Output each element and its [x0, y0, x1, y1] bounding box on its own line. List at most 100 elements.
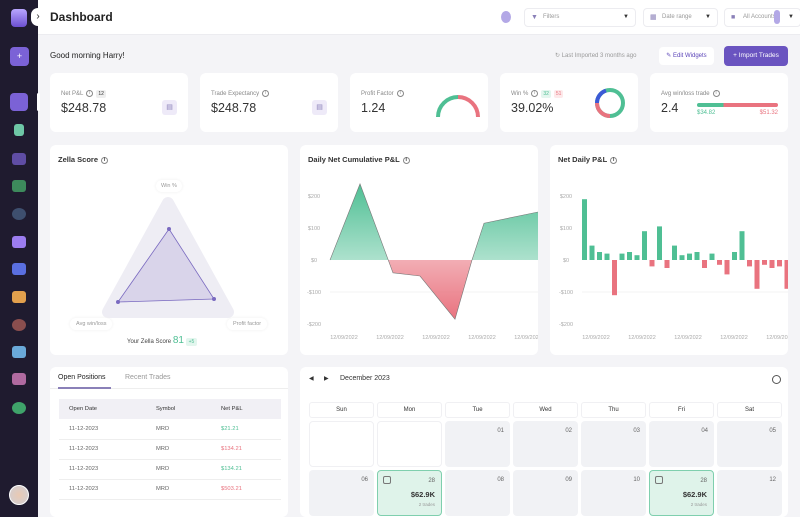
- calendar-day[interactable]: 06: [309, 470, 374, 516]
- x-tick-label: 12/09/2022: [674, 335, 702, 341]
- sidebar-item-journal[interactable]: [12, 153, 26, 165]
- last-imported: ↻ Last Imported 3 months ago: [555, 53, 637, 59]
- sidebar-item-dashboard[interactable]: [10, 93, 40, 111]
- x-tick-label: 12/09/2022: [766, 335, 788, 341]
- calendar-day[interactable]: 05: [717, 421, 782, 467]
- bar: [634, 255, 640, 260]
- sidebar-item-community[interactable]: [12, 346, 26, 358]
- chevron-down-icon: ▼: [705, 14, 711, 20]
- x-tick-label: 12/09/2022: [628, 335, 656, 341]
- info-icon[interactable]: [772, 375, 781, 384]
- bar: [754, 260, 760, 289]
- x-tick-label: 12/09/2022: [468, 335, 496, 341]
- greeting: Good morning Harry!: [50, 51, 125, 60]
- kpi-win-pct: Win % i 32 51 39.02%: [500, 73, 638, 132]
- positions-card: Open Positions Recent Trades Open Date Sy…: [50, 367, 288, 517]
- weekday-header: Tue: [445, 402, 510, 418]
- calendar-icon: [655, 476, 663, 484]
- table-row[interactable]: 11-12-2023 MRD $21.21: [59, 419, 281, 440]
- filters-dropdown[interactable]: ▼ Filters ▼: [524, 8, 636, 27]
- bar: [679, 255, 685, 260]
- bar: [627, 252, 632, 260]
- calendar-day[interactable]: 09: [513, 470, 578, 516]
- bar: [724, 260, 730, 275]
- calendar-day[interactable]: 04: [649, 421, 714, 467]
- open-date: 11-12-2023: [59, 459, 146, 480]
- open-date: 11-12-2023: [59, 419, 146, 440]
- bar: [672, 245, 677, 260]
- y-tick-label: $100: [308, 226, 320, 232]
- sidebar-item-notebook[interactable]: [12, 208, 26, 220]
- net-daily-pnl-chart: $200 $100 $0 -$100 -$200 12/09/2022 12/09/2022…: [559, 194, 788, 341]
- calendar-day[interactable]: 03: [581, 421, 646, 467]
- x-tick-label: 12/09/2022: [422, 335, 450, 341]
- prev-month-button[interactable]: ◀: [309, 376, 314, 382]
- kpi-trade-expectancy: Trade Expectancy i $248.78 ▤: [200, 73, 338, 132]
- axis-label-avg-win-loss: Avg win/loss: [70, 318, 112, 330]
- add-button[interactable]: +: [10, 47, 29, 66]
- sidebar-toggle-chevron-icon[interactable]: ›: [31, 8, 45, 26]
- notifications-icon[interactable]: [774, 10, 780, 24]
- net-daily-pnl-card: Net Daily P&L i $200 $100 $0 -$100 -$200 12/09…: [550, 145, 788, 355]
- calendar-day[interactable]: [377, 421, 442, 467]
- chevron-down-icon: ▼: [788, 14, 794, 20]
- bar: [582, 199, 587, 260]
- y-tick-label: $100: [560, 226, 572, 232]
- day-pnl: $62.9K: [410, 490, 435, 499]
- calendar-day[interactable]: 12: [717, 470, 782, 516]
- sidebar-item-replay[interactable]: [12, 291, 26, 303]
- net-pnl: $134.21: [210, 439, 281, 460]
- table-row[interactable]: 11-12-2023 MRD $134.21: [59, 459, 281, 480]
- bar: [717, 260, 722, 265]
- avatar[interactable]: [9, 485, 29, 505]
- table-row[interactable]: 11-12-2023 MRD $134.21: [59, 439, 281, 460]
- sidebar-item-reports[interactable]: [14, 124, 24, 136]
- sidebar-item-resources[interactable]: [12, 263, 26, 275]
- bar: [657, 226, 662, 260]
- y-tick-label: -$200: [307, 322, 321, 328]
- sidebar-item-analytics[interactable]: [12, 180, 26, 192]
- y-tick-label: $200: [560, 194, 572, 200]
- bar: [604, 253, 610, 260]
- calendar-day[interactable]: 28 $62.9K 2 trades: [649, 470, 714, 516]
- calendar-day[interactable]: 28 $62.9K 2 trades: [377, 470, 442, 516]
- y-tick-label: -$100: [559, 290, 573, 296]
- calendar-day[interactable]: 10: [581, 470, 646, 516]
- tab-recent-trades[interactable]: Recent Trades: [125, 374, 171, 381]
- table-row[interactable]: 11-12-2023 MRD $503.21: [59, 479, 281, 500]
- positions-table: Open Date Symbol Net P&L 11-12-2023 MRD $21.…: [59, 399, 281, 500]
- sidebar-item-university[interactable]: [12, 402, 26, 414]
- y-tick-label: -$200: [559, 322, 573, 328]
- bar: [597, 252, 602, 260]
- x-tick-label: 12/09/2022: [376, 335, 404, 341]
- calendar-day[interactable]: 01: [445, 421, 510, 467]
- info-icon: i: [712, 90, 720, 97]
- bar: [664, 260, 670, 268]
- import-trades-button[interactable]: + Import Trades: [724, 46, 788, 66]
- sidebar-item-challenges[interactable]: [12, 319, 26, 331]
- calendar-day[interactable]: 02: [513, 421, 578, 467]
- weekday-header: Wed: [513, 402, 578, 418]
- profit-factor-value: 1.24: [361, 101, 386, 115]
- settings-icon[interactable]: [501, 11, 511, 23]
- date-range-dropdown[interactable]: ▦ Date range ▼: [643, 8, 718, 27]
- positive-area: [330, 183, 538, 260]
- cumulative-pnl-chart: $200 $100 $0 -$100 -$200 12/09/2022 12/09/2022…: [307, 183, 538, 341]
- bar: [619, 253, 625, 260]
- edit-widgets-button[interactable]: ✎ Edit Widgets: [659, 47, 714, 65]
- accounts-dropdown[interactable]: ■ All Accounts ▼: [724, 8, 800, 27]
- info-icon: i: [531, 90, 539, 97]
- zella-score: Your Zella Score 81 +5: [127, 335, 198, 346]
- bar: [612, 260, 617, 296]
- calendar-day[interactable]: [309, 421, 374, 467]
- bar: [732, 252, 737, 260]
- sidebar-item-playbook[interactable]: [12, 236, 26, 248]
- calendar-day[interactable]: 08: [445, 470, 510, 516]
- next-month-button[interactable]: ▶: [324, 376, 329, 382]
- tab-open-positions[interactable]: Open Positions: [58, 374, 112, 389]
- zella-radar: [102, 197, 234, 318]
- symbol: MRD: [145, 459, 211, 480]
- header: Dashboard ▼ Filters ▼ ▦ Date range ▼ ■ All Ac…: [38, 0, 800, 35]
- sidebar-item-store[interactable]: [12, 373, 26, 385]
- open-date: 11-12-2023: [59, 479, 146, 500]
